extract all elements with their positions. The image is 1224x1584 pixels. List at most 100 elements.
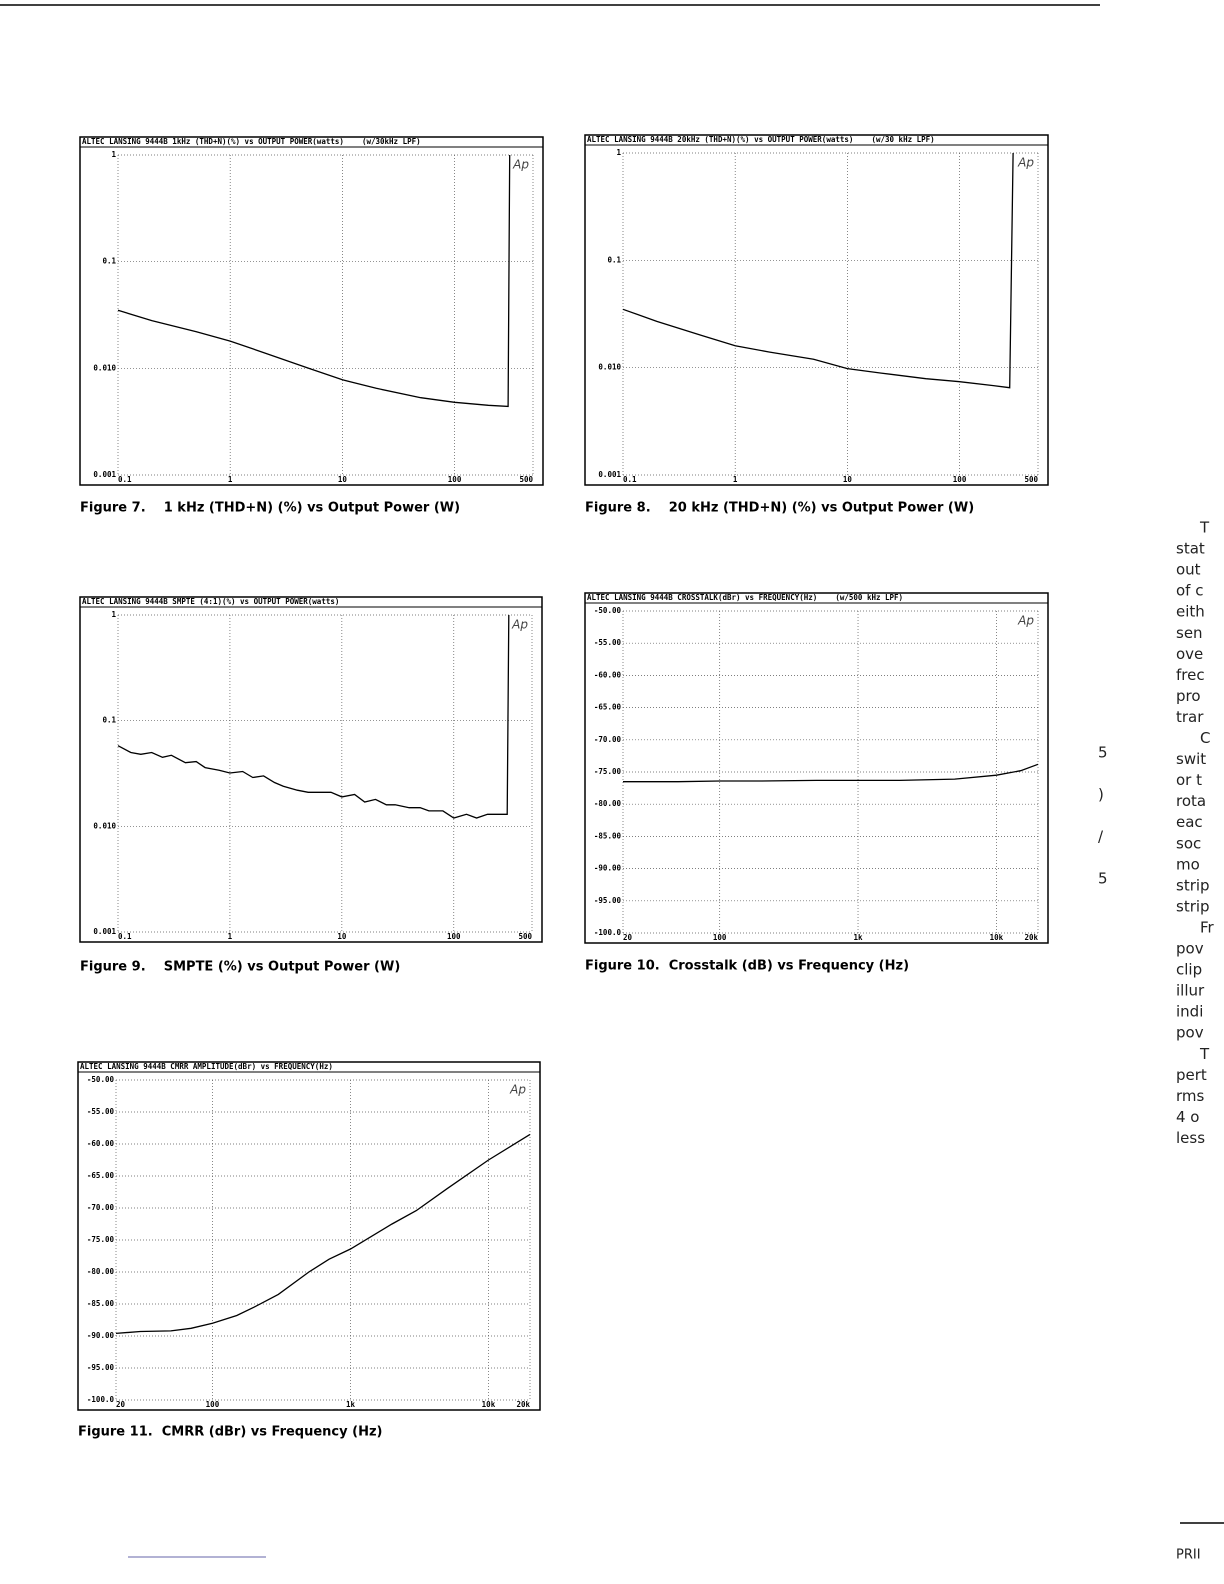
caption: Figure 10. Crosstalk (dB) vs Frequency (… [585,959,909,974]
body-text-fragment: rota [1176,792,1206,810]
body-text-fragment: stat [1176,540,1205,558]
y-tick-label: 0.001 [93,470,116,479]
chart-frame [584,134,1049,486]
body-text-fragment: or t [1176,771,1202,789]
chart-title: ALTEC LANSING 9444B CMRR AMPLITUDE(dBr) … [80,1062,333,1071]
body-text-fragment: pert [1176,1066,1207,1084]
y-tick-label: 0.1 [102,257,116,266]
y-tick-label: -90.00 [87,1331,115,1340]
y-tick-label: 0.001 [93,927,116,936]
body-text-fragment: less [1176,1129,1205,1147]
y-tick-label: -95.00 [87,1363,115,1372]
x-tick-label: 10 [338,475,348,484]
chart-frame [79,136,544,486]
body-text-fragment: frec [1176,666,1205,684]
y-tick-label: 0.010 [598,363,621,372]
x-tick-label: 0.1 [118,475,132,484]
y-tick-label: -75.00 [87,1235,115,1244]
margin-glyph: 5 [1098,870,1108,888]
body-text-fragment: pov [1176,940,1204,958]
chart-title: ALTEC LANSING 9444B SMPTE (4:1)(%) vs OU… [82,597,339,606]
ap-logo: Ap [511,618,528,632]
y-tick-label: 1 [111,150,116,159]
chart-frame [79,596,543,943]
y-tick-label: -80.00 [87,1267,115,1276]
x-tick-label: 100 [713,933,727,942]
y-tick-label: -90.00 [594,864,622,873]
data-line [622,152,1014,389]
body-text-fragment: pov [1176,1024,1204,1042]
x-tick-label: 20k [1024,933,1038,942]
y-tick-label: 0.1 [607,255,621,264]
y-tick-label: -80.00 [594,799,622,808]
y-tick-label: -100.0 [594,928,622,937]
margin-glyph: / [1098,828,1104,846]
y-tick-label: 0.010 [93,363,116,372]
y-tick-label: 1 [616,148,621,157]
y-tick-label: -55.00 [87,1107,115,1116]
x-tick-label: 1k [854,933,864,942]
body-text-fragment: T [1199,519,1210,537]
body-text-fragment: pro [1176,687,1201,705]
body-text-fragment: eac [1176,813,1203,831]
body-text-fragment: eith [1176,603,1205,621]
y-tick-label: -95.00 [594,896,622,905]
x-tick-label: 10k [990,933,1004,942]
footer: PRII [1176,1548,1201,1563]
body-text-fragment: 4 o [1176,1108,1200,1126]
body-text-fragment: out [1176,561,1201,579]
y-tick-label: -60.00 [87,1139,115,1148]
y-tick-label: -85.00 [594,831,622,840]
caption: Figure 9. SMPTE (%) vs Output Power (W) [80,960,400,975]
body-text-fragment: soc [1176,834,1201,852]
y-tick-label: -75.00 [594,767,622,776]
x-tick-label: 1 [228,932,233,941]
body-text-fragment: Fr [1200,918,1215,936]
body-text-fragment: of c [1176,582,1203,600]
x-tick-label: 100 [953,475,967,484]
chart-frame [77,1061,541,1411]
y-tick-label: -60.00 [594,670,622,679]
caption: Figure 7. 1 kHz (THD+N) (%) vs Output Po… [80,501,460,516]
y-tick-label: -65.00 [87,1171,115,1180]
caption: Figure 8. 20 kHz (THD+N) (%) vs Output P… [585,501,974,516]
x-tick-label: 0.1 [118,932,132,941]
y-tick-label: -85.00 [87,1299,115,1308]
body-text-fragment: rms [1176,1087,1205,1105]
body-text-fragment: strip [1176,876,1210,894]
x-tick-label: 20 [623,933,633,942]
x-tick-label: 10 [843,475,853,484]
margin-glyph: 5 [1098,744,1108,762]
y-tick-label: 1 [111,610,116,619]
ap-logo: Ap [1017,156,1034,170]
data-line [117,154,511,408]
y-tick-label: -55.00 [594,638,622,647]
body-text-fragment: indi [1176,1003,1203,1021]
body-text-fragment: illur [1176,982,1205,1000]
chart-title: ALTEC LANSING 9444B 20kHz (THD+N)(%) vs … [587,135,935,144]
chart-title: ALTEC LANSING 9444B CROSSTALK(dBr) vs FR… [587,593,903,602]
body-text-fragment: clip [1176,961,1202,979]
x-tick-label: 1 [733,475,738,484]
y-tick-label: -50.00 [594,606,622,615]
data-line [623,763,1039,783]
x-tick-label: 20 [116,1400,126,1409]
chart-frame [584,592,1049,944]
ap-logo: Ap [512,158,529,172]
x-tick-label: 20k [516,1400,530,1409]
body-text-fragment: swit [1176,750,1206,768]
x-tick-label: 0.1 [623,475,637,484]
y-tick-label: -100.0 [87,1395,115,1404]
y-tick-label: -65.00 [594,703,622,712]
x-tick-label: 100 [447,932,461,941]
margin-glyph: ) [1098,786,1104,804]
y-tick-label: -50.00 [87,1075,115,1084]
x-tick-label: 10 [337,932,347,941]
x-tick-label: 100 [206,1400,220,1409]
body-text-fragment: sen [1176,624,1203,642]
x-tick-label: 500 [518,932,532,941]
x-tick-label: 10k [482,1400,496,1409]
caption: Figure 11. CMRR (dBr) vs Frequency (Hz) [78,1425,382,1440]
y-tick-label: -70.00 [594,735,622,744]
